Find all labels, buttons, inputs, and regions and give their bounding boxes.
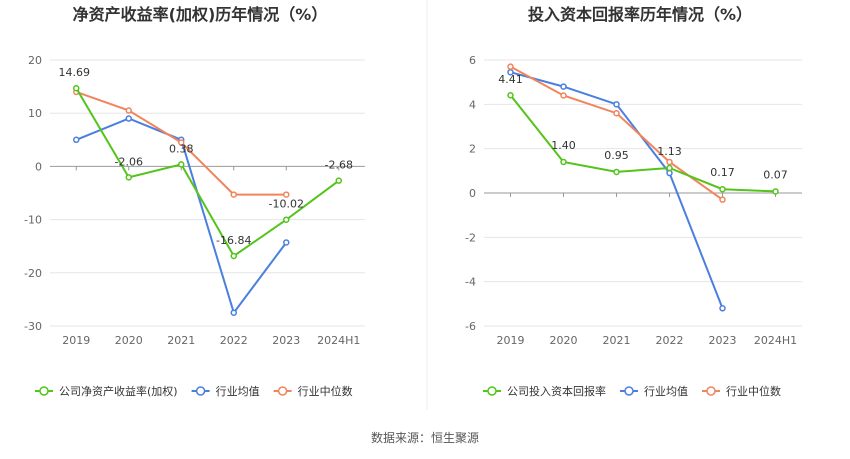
chart-panel-2: 投入资本回报率历年情况（%） 6 4 2 0 -2 -4 -6 2019 2020 2021 2022…	[465, 5, 802, 398]
legend-label: 行业中位数	[298, 384, 353, 398]
y-tick-label: 0	[469, 187, 476, 200]
source-text: 数据来源：恒生聚源	[371, 430, 479, 445]
y-tick-label: -20	[24, 267, 42, 280]
x-tick-label: 2019	[62, 334, 90, 347]
data-point-company	[230, 252, 237, 260]
x-tick-label: 2022	[656, 334, 684, 347]
data-point-median	[719, 196, 726, 203]
legend-marker	[277, 386, 288, 396]
series-line-company	[509, 94, 776, 193]
x-tick-label: 2023	[272, 334, 300, 347]
legend-item-3: 行业中位数	[273, 384, 353, 398]
data-point-company	[73, 84, 80, 92]
data-point-company	[666, 164, 673, 172]
data-label: 0.17	[710, 166, 735, 179]
legend-label: 行业均值	[644, 385, 688, 398]
legend-item-1: 公司投入资本回报率	[483, 384, 606, 398]
series-line-avg	[510, 71, 724, 309]
series-line-median	[510, 65, 724, 201]
series-line-company	[75, 87, 340, 258]
chart-panel-1: 净资产收益率(加权)历年情况（%） 20 10 0 -10 -20 -30 2019 2020 2…	[24, 5, 365, 398]
x-tick-label: 2020	[115, 334, 143, 347]
data-point-avg	[719, 305, 726, 312]
y-tick-label: 6	[469, 54, 476, 67]
data-point-company	[613, 168, 620, 176]
x-tick-label: 2022	[220, 334, 248, 347]
data-point-company	[125, 174, 132, 181]
legend-label: 公司投入资本回报率	[507, 384, 606, 398]
data-point-median	[560, 92, 567, 99]
y-tick-label: 0	[35, 160, 42, 173]
legend-item-1: 公司净资产收益率(加权)	[35, 384, 178, 398]
x-tick-label: 2024H1	[317, 334, 360, 347]
x-tick-label: 2021	[603, 334, 631, 347]
x-tick-label: 2019	[497, 334, 525, 347]
legend-item-2: 行业均值	[191, 385, 260, 398]
data-label: 1.40	[551, 139, 576, 152]
data-point-company	[507, 91, 514, 99]
data-label: 14.69	[59, 66, 91, 79]
data-label: 0.38	[169, 142, 194, 155]
chart-title: 投入资本回报率历年情况（%）	[528, 5, 752, 24]
y-tick-label: 4	[469, 98, 476, 111]
y-tick-label: -10	[24, 214, 42, 227]
data-point-company	[772, 188, 779, 195]
data-point-company	[719, 185, 726, 193]
x-tick-label: 2023	[709, 334, 737, 347]
y-tick-label: -6	[465, 320, 476, 333]
y-tick-label: 2	[469, 143, 476, 156]
legend-item-2: 行业均值	[620, 385, 688, 398]
data-point-median	[666, 158, 673, 166]
data-point-avg	[125, 115, 132, 122]
y-tick-label: 10	[28, 107, 42, 120]
data-point-avg	[560, 83, 567, 90]
legend-marker	[39, 386, 49, 396]
x-tick-label: 2021	[167, 334, 195, 347]
data-label: 0.07	[763, 168, 788, 181]
y-tick-label: -2	[465, 231, 476, 244]
data-point-median	[230, 191, 237, 198]
legend-marker	[624, 386, 634, 396]
legend-marker	[195, 386, 206, 396]
data-point-avg	[666, 169, 673, 177]
x-tick-label: 2024H1	[754, 334, 797, 347]
data-label: -16.84	[216, 234, 251, 247]
legend-label: 行业均值	[216, 385, 260, 398]
data-label: -2.06	[115, 155, 143, 168]
data-point-avg	[283, 239, 290, 246]
data-point-median	[178, 139, 185, 146]
x-tick-label: 2020	[550, 334, 578, 347]
y-tick-label: 20	[28, 54, 42, 67]
data-label: 4.41	[498, 73, 523, 86]
data-point-median	[613, 109, 620, 117]
legend-item-3: 行业中位数	[702, 384, 781, 398]
y-tick-label: -4	[465, 276, 476, 289]
data-point-company	[178, 161, 185, 168]
data-point-median	[125, 107, 132, 114]
legend-label: 行业中位数	[726, 384, 781, 398]
y-tick-label: -30	[24, 320, 42, 333]
data-point-avg	[73, 136, 80, 144]
data-point-median	[507, 63, 514, 70]
legend-marker	[487, 386, 497, 396]
legend-label: 公司净资产收益率(加权)	[59, 384, 178, 398]
data-label: 0.95	[604, 149, 629, 162]
data-point-company	[335, 177, 342, 184]
chart-title: 净资产收益率(加权)历年情况（%）	[73, 5, 328, 24]
data-label: -10.02	[269, 198, 304, 211]
legend-marker	[706, 386, 716, 396]
data-point-avg	[230, 309, 237, 316]
data-label: 1.13	[657, 145, 682, 158]
data-point-company	[283, 216, 290, 223]
data-point-avg	[613, 101, 620, 108]
data-point-median	[283, 191, 290, 198]
data-label: -2.68	[325, 159, 353, 172]
data-point-company	[560, 158, 567, 166]
